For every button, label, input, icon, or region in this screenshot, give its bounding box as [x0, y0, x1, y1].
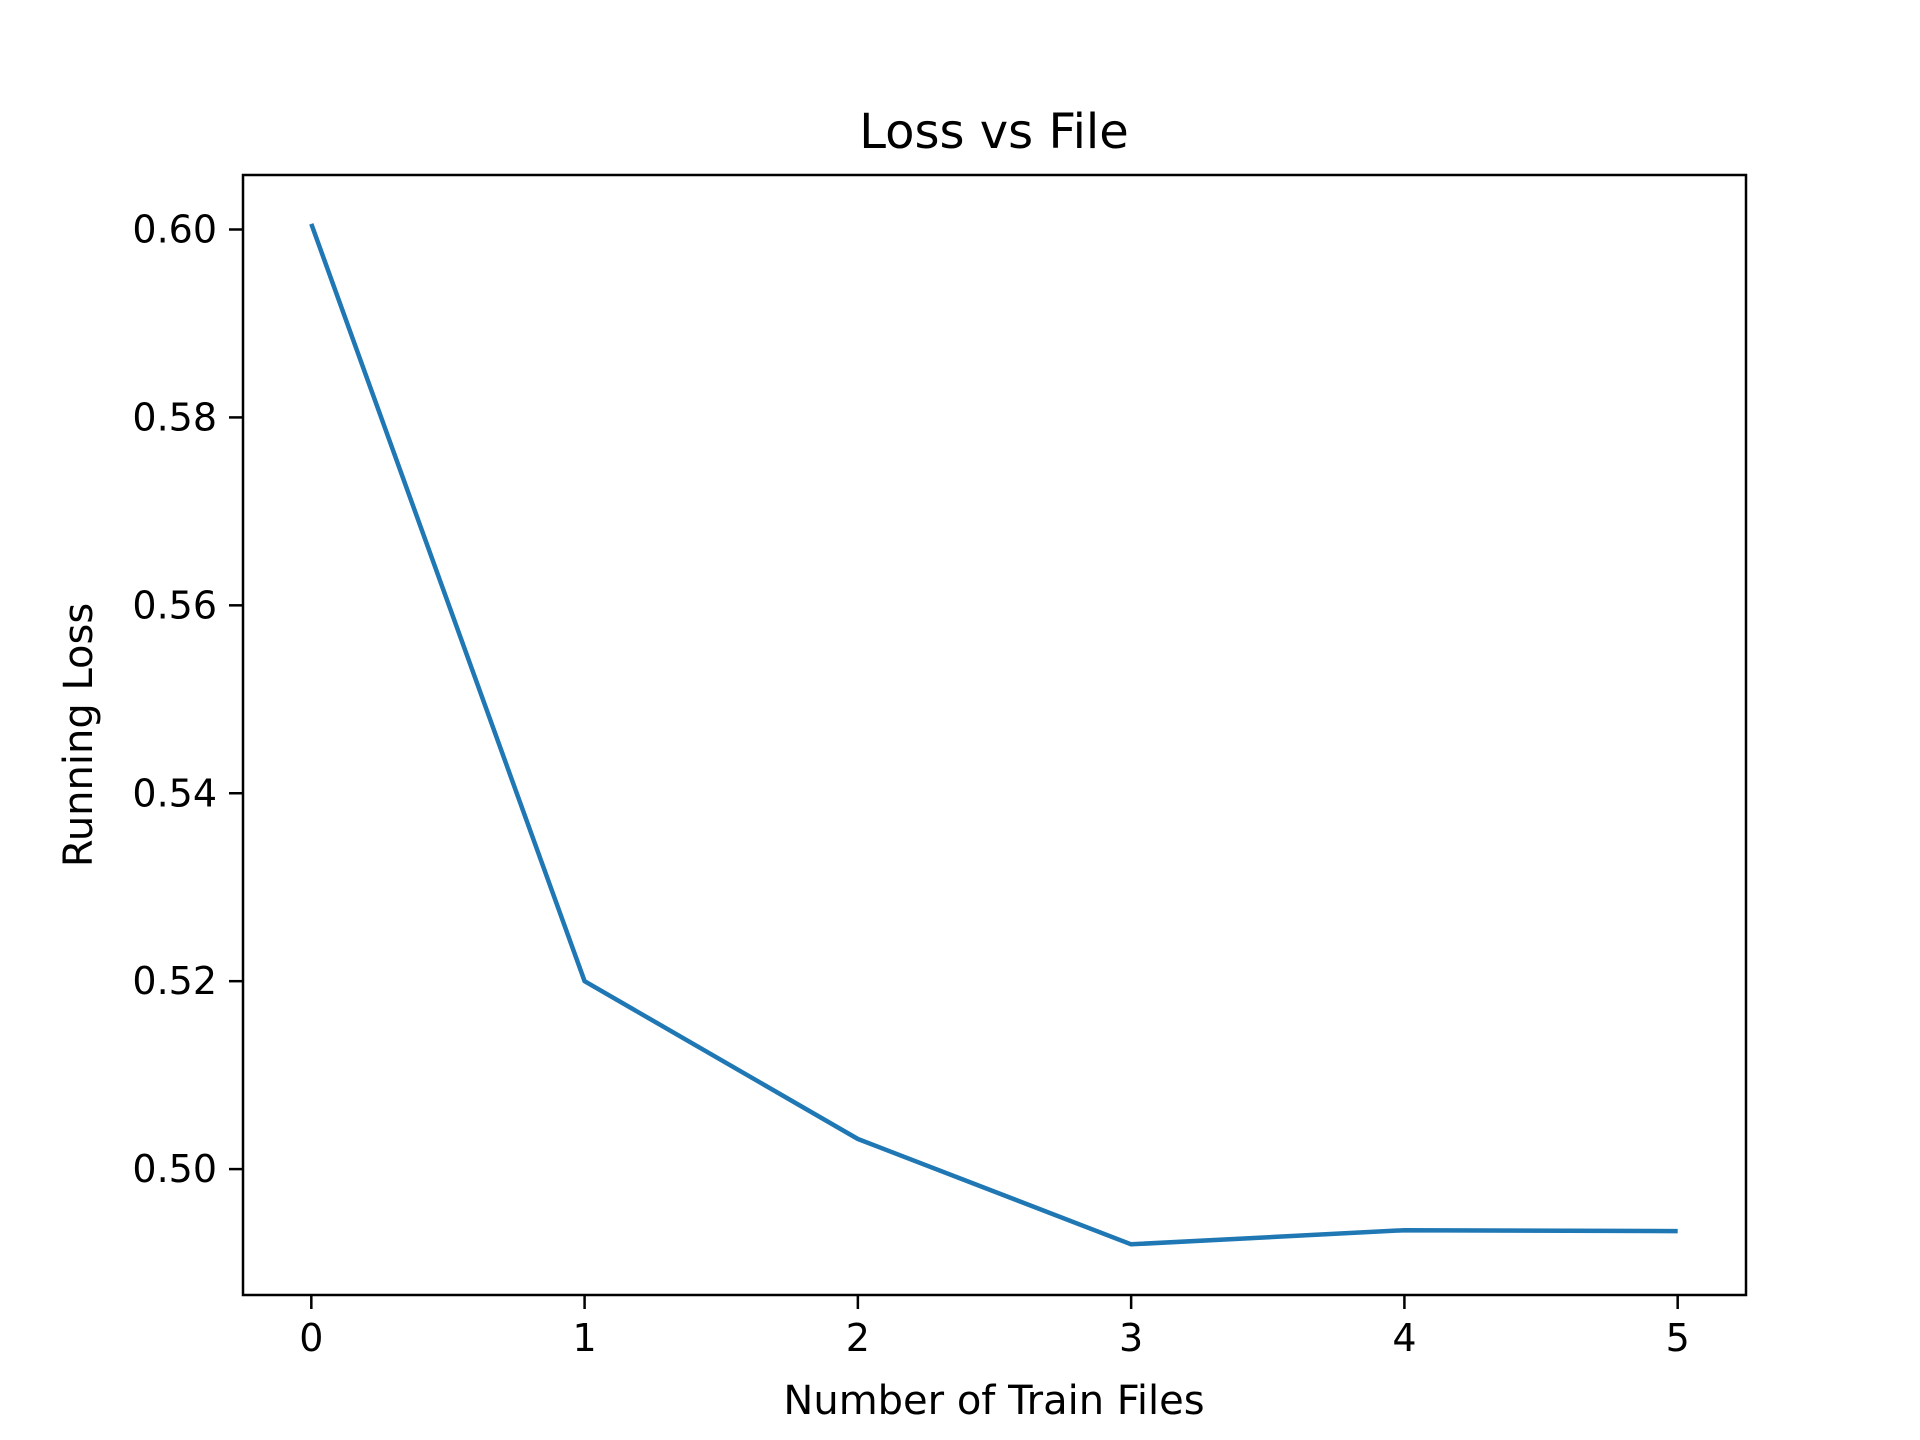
y-tick-label: 0.54 [132, 771, 217, 815]
y-axis: 0.50 0.52 0.54 0.56 0.58 0.60 [132, 207, 243, 1191]
chart-title: Loss vs File [859, 104, 1129, 160]
y-tick-label: 0.52 [132, 959, 217, 1003]
x-tick-label: 3 [1119, 1316, 1143, 1360]
y-axis-label: Running Loss [56, 603, 102, 867]
x-tick-label: 0 [299, 1316, 323, 1360]
x-tick-label: 2 [846, 1316, 870, 1360]
x-axis-label: Number of Train Files [783, 1378, 1204, 1424]
y-tick-label: 0.50 [132, 1147, 217, 1191]
x-tick-label: 5 [1666, 1316, 1690, 1360]
series-group [309, 223, 1678, 1247]
plot-frame [241, 173, 1748, 1297]
x-axis: 0 1 2 3 4 5 [299, 1295, 1690, 1360]
series-line-0 [309, 223, 1678, 1247]
y-tick-label: 0.58 [132, 395, 217, 439]
y-tick-label: 0.60 [132, 207, 217, 251]
x-tick-label: 4 [1392, 1316, 1416, 1360]
y-tick-label: 0.56 [132, 583, 217, 627]
x-tick-label: 1 [572, 1316, 596, 1360]
